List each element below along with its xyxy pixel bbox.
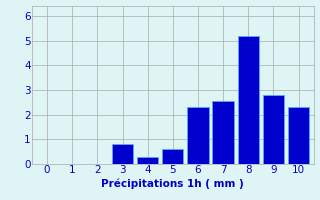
- Bar: [137, 157, 158, 164]
- X-axis label: Précipitations 1h ( mm ): Précipitations 1h ( mm ): [101, 178, 244, 189]
- Bar: [237, 36, 259, 164]
- Bar: [162, 149, 183, 164]
- Bar: [263, 95, 284, 164]
- Bar: [212, 101, 234, 164]
- Bar: [112, 144, 133, 164]
- Bar: [187, 107, 209, 164]
- Bar: [288, 107, 309, 164]
